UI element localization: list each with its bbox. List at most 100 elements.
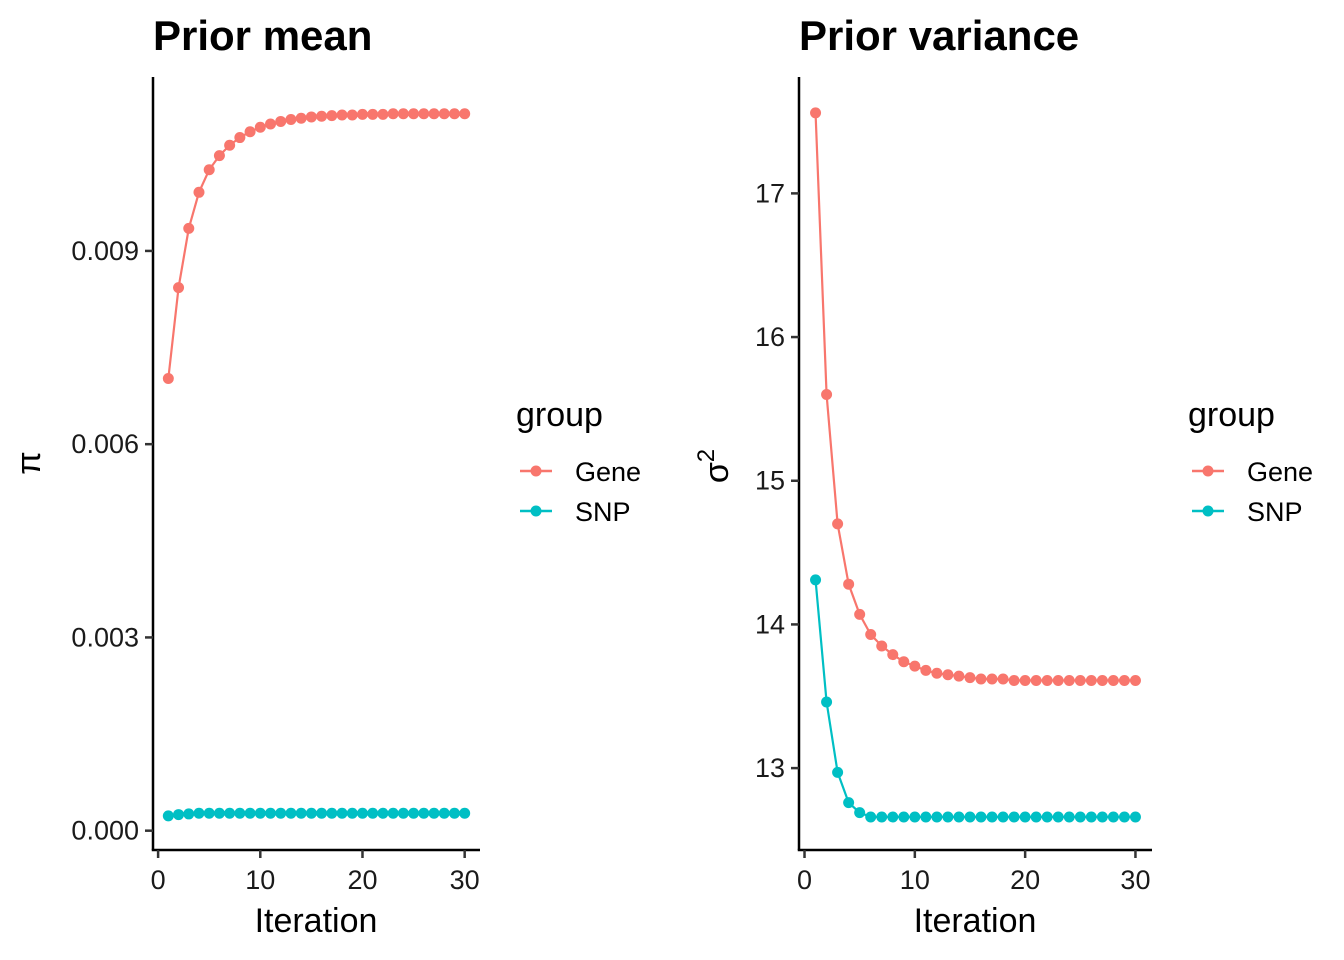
data-point-gene [821, 389, 833, 401]
data-point-gene [275, 115, 287, 127]
series-line-gene [814, 112, 1136, 682]
legend-snp-marker [1202, 505, 1214, 517]
y-tick-label: 0.009 [71, 236, 139, 266]
data-point-gene [244, 126, 256, 138]
data-point-snp [854, 807, 866, 819]
x-axis-ticks: 0 10 20 30 [151, 850, 480, 895]
data-point-snp [377, 807, 389, 819]
data-point-gene [213, 150, 225, 162]
data-point-gene [865, 628, 877, 640]
data-point-gene [367, 108, 379, 120]
data-point-snp [975, 811, 987, 823]
data-point-gene [942, 669, 954, 681]
y-tick-label: 0.003 [71, 622, 139, 652]
data-point-snp [367, 807, 379, 819]
data-point-snp [843, 797, 855, 809]
legend-gene-label: Gene [575, 457, 641, 487]
y-axis-ticks: 13 14 15 16 17 [755, 178, 799, 783]
data-point-snp [920, 811, 932, 823]
data-point-snp [326, 807, 338, 819]
data-point-snp [1107, 811, 1119, 823]
legend: group Gene SNP [516, 396, 641, 527]
data-point-snp [336, 807, 348, 819]
x-tick-label: 30 [450, 865, 480, 895]
data-point-snp [193, 807, 205, 819]
data-point-snp [316, 807, 328, 819]
data-point-gene [909, 660, 921, 672]
data-point-gene [418, 108, 430, 120]
data-point-gene [387, 108, 399, 120]
data-point-snp [1129, 811, 1141, 823]
data-point-snp [832, 766, 844, 778]
legend-snp-marker [530, 505, 542, 517]
y-tick-label: 14 [755, 609, 785, 639]
x-axis-label: Iteration [255, 902, 378, 940]
legend-title: group [516, 396, 603, 434]
x-axis-label: Iteration [914, 902, 1037, 940]
legend-gene-marker [530, 465, 542, 477]
data-point-gene [1107, 674, 1119, 686]
data-point-gene [326, 110, 338, 122]
data-point-gene [931, 667, 943, 679]
data-point-snp [448, 807, 460, 819]
y-axis-ticks: 0.000 0.003 0.006 0.009 [71, 236, 153, 846]
x-tick-label: 0 [797, 865, 812, 895]
prior-variance-panel: Prior variance 13 14 15 16 17 0 10 20 30 Iterat… [693, 12, 1313, 940]
data-point-snp [244, 807, 256, 819]
data-point-snp [1074, 811, 1086, 823]
data-point-gene [1052, 674, 1064, 686]
data-point-gene [265, 118, 277, 130]
data-point-snp [898, 811, 910, 823]
data-point-snp [234, 807, 246, 819]
data-point-snp [810, 574, 822, 586]
data-point-snp [459, 807, 471, 819]
data-point-gene [346, 109, 358, 121]
legend-snp-label: SNP [1247, 497, 1303, 527]
data-point-snp [254, 807, 266, 819]
data-point-gene [1129, 674, 1141, 686]
data-point-gene [295, 112, 307, 124]
panel-title: Prior variance [799, 12, 1079, 59]
data-point-gene [986, 673, 998, 685]
data-point-gene [377, 108, 389, 120]
data-point-gene [234, 132, 246, 144]
data-point-gene [1063, 674, 1075, 686]
data-point-snp [173, 809, 185, 821]
x-tick-label: 20 [347, 865, 377, 895]
data-point-snp [1052, 811, 1064, 823]
data-point-gene [1008, 674, 1020, 686]
x-axis-ticks: 0 10 20 30 [797, 850, 1150, 895]
data-point-snp [876, 811, 888, 823]
data-point-snp [397, 807, 409, 819]
data-point-snp [1085, 811, 1097, 823]
data-point-snp [1019, 811, 1031, 823]
y-tick-label: 0.006 [71, 429, 139, 459]
series-line-gene [167, 112, 465, 379]
data-point-snp [1008, 811, 1020, 823]
data-point-gene [1085, 674, 1097, 686]
data-point-gene [1030, 674, 1042, 686]
legend-title: group [1188, 396, 1275, 434]
data-point-gene [193, 186, 205, 198]
data-point-gene [975, 673, 987, 685]
y-tick-label: 15 [755, 466, 785, 496]
data-point-snp [356, 807, 368, 819]
plot-area [162, 108, 471, 822]
y-axis-label: π [10, 451, 48, 474]
data-point-gene [448, 108, 460, 120]
data-point-snp [265, 807, 277, 819]
panel-title: Prior mean [153, 12, 372, 59]
data-point-snp [183, 808, 195, 820]
data-point-gene [843, 578, 855, 590]
legend: group Gene SNP [1188, 396, 1313, 527]
data-point-gene [832, 518, 844, 530]
data-point-gene [1041, 674, 1053, 686]
data-point-snp [224, 807, 236, 819]
data-point-gene [162, 372, 174, 384]
data-point-snp [887, 811, 899, 823]
data-point-snp [865, 811, 877, 823]
data-point-snp [162, 810, 174, 822]
data-point-gene [953, 670, 965, 682]
data-point-gene [254, 121, 266, 133]
